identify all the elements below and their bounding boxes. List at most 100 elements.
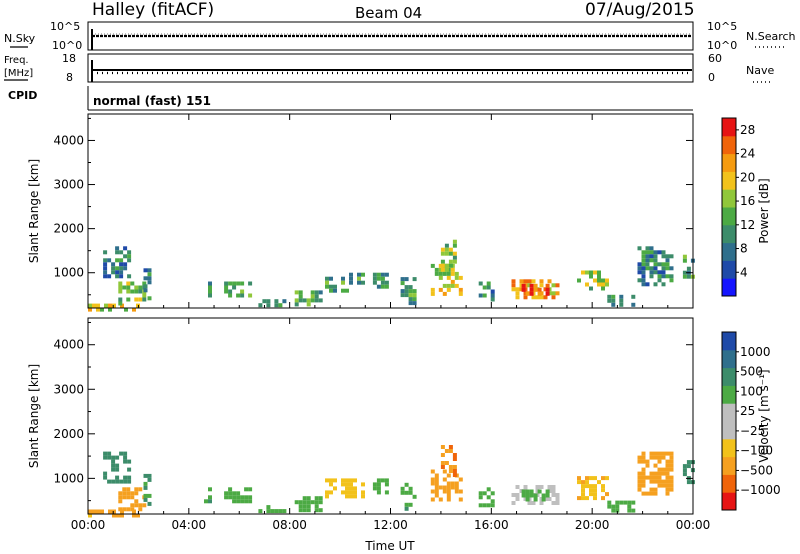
data-cell: [349, 486, 353, 491]
data-cell: [438, 287, 443, 292]
data-cell: [208, 293, 212, 298]
y-tick-label: 2000: [53, 427, 84, 441]
power-patch: [478, 281, 495, 302]
data-cell: [665, 479, 670, 484]
data-cell: [127, 475, 132, 480]
data-cell: [519, 287, 524, 292]
data-cell: [118, 297, 123, 302]
data-cell: [345, 494, 349, 499]
data-cell: [282, 299, 287, 304]
data-cell: [333, 288, 337, 293]
data-cell: [657, 451, 662, 456]
data-cell: [88, 303, 92, 308]
data-cell: [274, 509, 279, 514]
data-cell: [601, 278, 605, 283]
data-cell: [446, 485, 451, 490]
data-cell: [539, 283, 544, 288]
data-cell: [118, 289, 123, 294]
data-cell: [434, 267, 439, 272]
data-cell: [665, 451, 670, 456]
data-cell: [551, 493, 556, 497]
data-cell: [577, 476, 581, 481]
data-cell: [661, 274, 666, 279]
data-cell: [665, 471, 670, 476]
data-cell: [236, 293, 241, 298]
data-cell: [349, 490, 353, 495]
data-cell: [519, 279, 524, 284]
colorbar-tick-label: 20: [740, 170, 755, 184]
cpid-value: normal (fast) 151: [93, 94, 211, 108]
data-cell: [448, 247, 453, 252]
data-cell: [454, 481, 459, 486]
data-cell: [236, 499, 241, 504]
data-cell: [686, 480, 691, 485]
data-cell: [551, 485, 556, 489]
data-cell: [661, 451, 666, 456]
data-cell: [438, 271, 443, 276]
data-cell: [515, 497, 520, 501]
data-cell: [130, 281, 135, 286]
data-cell: [669, 451, 674, 456]
data-cell: [446, 473, 451, 478]
colorbar-swatch: [722, 421, 736, 440]
data-cell: [637, 459, 642, 464]
data-cell: [115, 250, 120, 255]
data-cell: [551, 291, 556, 296]
data-cell: [448, 469, 453, 473]
data-cell: [325, 276, 329, 281]
data-cell: [515, 493, 520, 497]
data-cell: [597, 278, 601, 283]
data-cell: [248, 495, 253, 500]
data-cell: [555, 291, 560, 296]
data-cell: [361, 280, 365, 285]
data-cell: [521, 489, 526, 494]
data-cell: [430, 287, 435, 292]
data-cell: [450, 481, 455, 486]
power-patch: [637, 246, 674, 287]
data-cell: [537, 489, 542, 494]
data-cell: [637, 246, 642, 251]
data-cell: [302, 508, 307, 513]
data-cell: [547, 279, 552, 284]
data-cell: [228, 487, 233, 492]
data-cell: [302, 500, 307, 505]
data-cell: [400, 293, 405, 298]
data-cell: [123, 479, 128, 484]
power-patch: [258, 299, 287, 308]
data-cell: [236, 495, 241, 500]
data-cell: [511, 283, 516, 288]
data-cell: [119, 262, 124, 267]
data-cell: [645, 491, 650, 496]
data-cell: [298, 290, 303, 295]
data-cell: [384, 478, 389, 483]
data-cell: [127, 274, 132, 279]
data-cell: [92, 509, 96, 514]
data-cell: [669, 483, 674, 488]
colorbar-swatch: [722, 367, 736, 386]
data-cell: [446, 493, 451, 498]
data-cell: [318, 496, 323, 501]
colorbar-frame: [721, 117, 737, 297]
data-cell: [111, 463, 116, 468]
data-cell: [100, 509, 104, 514]
data-cell: [641, 451, 646, 456]
data-cell: [605, 282, 609, 287]
data-cell: [440, 247, 445, 252]
data-cell: [657, 455, 662, 460]
data-cell: [404, 277, 409, 282]
data-cell: [122, 491, 127, 496]
data-cell: [605, 278, 609, 283]
data-cell: [450, 279, 455, 284]
data-cell: [372, 276, 377, 281]
data-cell: [349, 280, 353, 285]
y-tick-label: 4000: [53, 338, 84, 352]
data-cell: [577, 480, 581, 485]
data-cell: [458, 287, 463, 292]
data-cell: [258, 509, 263, 514]
data-cell: [130, 507, 135, 512]
data-cell: [294, 290, 299, 295]
data-cell: [96, 509, 100, 514]
data-cell: [641, 455, 646, 460]
velocity-patch: [400, 482, 417, 511]
data-cell: [282, 509, 287, 514]
